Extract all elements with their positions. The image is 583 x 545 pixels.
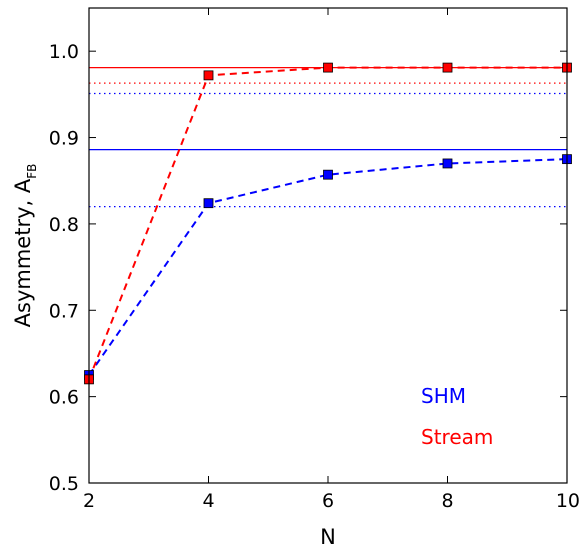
y-tick-label: 1.0 <box>49 41 79 63</box>
shm-point <box>203 198 214 209</box>
plot-lines <box>88 66 568 380</box>
y-tick-label: 0.6 <box>49 387 79 409</box>
x-tick-label: 10 <box>556 490 580 512</box>
x-tick-labels: 2 4 6 8 10 <box>83 490 580 512</box>
y-tick-labels: 0.5 0.6 0.7 0.8 0.9 1.0 <box>49 41 79 495</box>
stream-point <box>442 62 453 73</box>
x-axis-label: N <box>320 525 336 545</box>
y-axis-label: Asymmetry, AFB <box>11 164 39 328</box>
y-tick-label: 0.8 <box>49 214 79 236</box>
stream-point <box>323 62 333 73</box>
legend: SHM Stream <box>421 384 493 449</box>
x-tick-label: 6 <box>322 490 334 512</box>
y-tick-label: 0.7 <box>49 300 79 322</box>
y-axis-label-main: Asymmetry, A <box>11 178 35 327</box>
shm-point <box>323 169 333 180</box>
plot-markers <box>84 62 572 385</box>
x-tick-label: 8 <box>441 490 453 512</box>
x-tick-label: 4 <box>202 490 214 512</box>
shm-point <box>442 158 453 169</box>
plot-frame <box>88 7 568 484</box>
y-axis-label-subscript: FB <box>25 164 39 179</box>
y-tick-label: 0.9 <box>49 128 79 150</box>
y-tick-label: 0.5 <box>49 473 79 495</box>
axis-ticks <box>88 8 568 484</box>
shm-series-line <box>88 158 568 376</box>
legend-entry-stream: Stream <box>421 425 493 449</box>
stream-series-line <box>88 66 567 380</box>
legend-entry-shm: SHM <box>421 384 466 408</box>
stream-point <box>203 70 214 81</box>
x-tick-label: 2 <box>83 490 95 512</box>
